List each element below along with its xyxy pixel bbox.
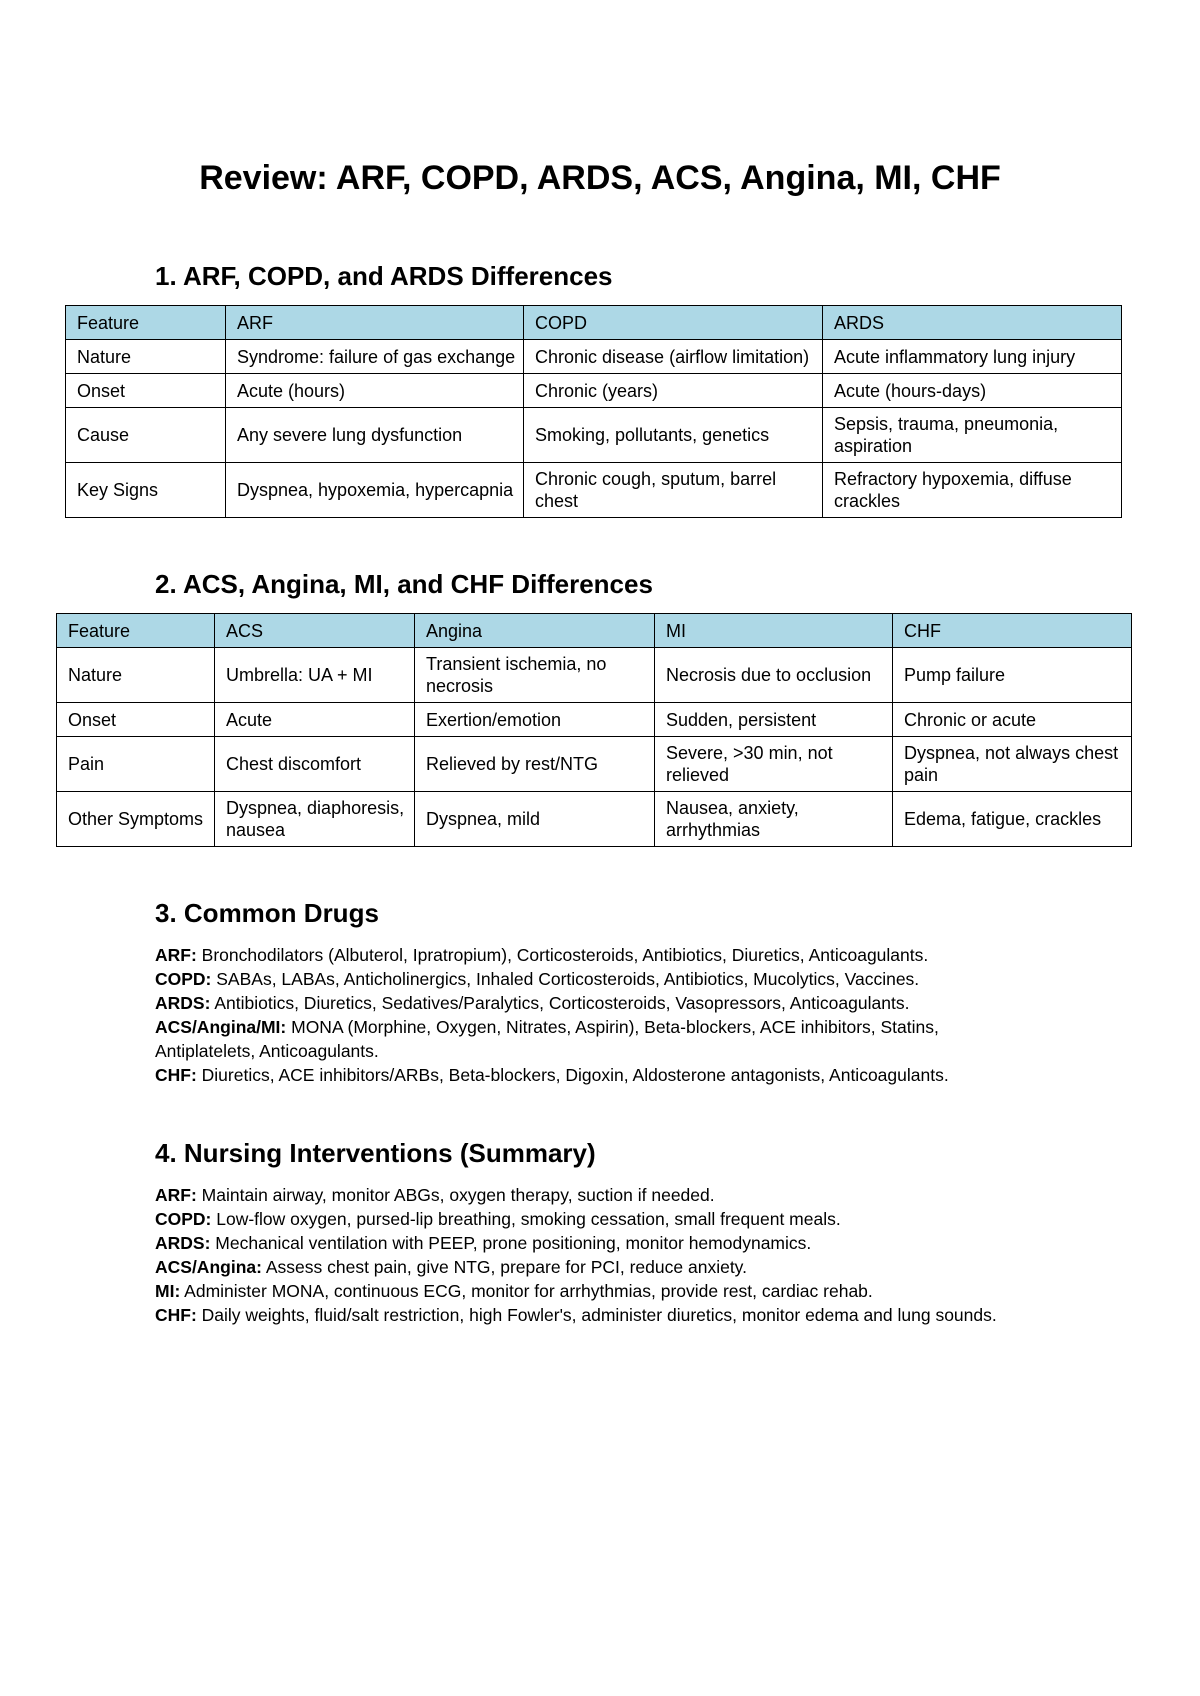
table-cell: Onset [65,373,226,408]
list-item: ARDS: Mechanical ventilation with PEEP, … [155,1231,1035,1255]
table-cell: Acute (hours-days) [822,373,1122,408]
table-cell: Necrosis due to occlusion [654,647,893,703]
item-text: Bronchodilators (Albuterol, Ipratropium)… [196,945,929,965]
column-header: ARDS [822,305,1122,340]
item-label: MI: [155,1281,181,1301]
item-label: COPD: [155,1209,212,1229]
item-text: Mechanical ventilation with PEEP, prone … [210,1233,812,1253]
list-item: COPD: Low-flow oxygen, pursed-lip breath… [155,1207,1035,1231]
column-header: CHF [892,613,1132,648]
list-item: MI: Administer MONA, continuous ECG, mon… [155,1279,1035,1303]
table-row: Other Symptoms Dyspnea, diaphoresis, naus… [56,791,1132,847]
list-item: CHF: Diuretics, ACE inhibitors/ARBs, Bet… [155,1063,1035,1087]
table-cell: Dyspnea, not always chest pain [892,736,1132,792]
column-header: Feature [65,305,226,340]
cardiac-comparison-table: Feature ACS Angina MI CHF Nature Umbrella: UA … [56,613,1132,847]
table-header-row: Feature ARF COPD ARDS [65,305,1122,340]
item-label: CHF: [155,1305,197,1325]
table-cell: Chronic (years) [523,373,823,408]
item-label: ARDS: [155,1233,211,1253]
table-cell: Nature [65,339,226,374]
table-cell: Dyspnea, mild [414,791,655,847]
resp-comparison-table: Feature ARF COPD ARDS Nature Syndrome: failur… [65,305,1122,518]
column-header: MI [654,613,893,648]
table-row: Pain Chest discomfort Relieved by rest/NTG… [56,736,1132,792]
section3-heading: 3. Common Drugs [155,898,379,928]
list-item: ARF: Maintain airway, monitor ABGs, oxyg… [155,1183,1035,1207]
list-item: CHF: Daily weights, fluid/salt restricti… [155,1303,1035,1327]
drugs-list: ARF: Bronchodilators (Albuterol, Ipratro… [155,943,1035,1087]
table-cell: Nausea, anxiety, arrhythmias [654,791,893,847]
table-cell: Refractory hypoxemia, diffuse crackles [822,462,1122,518]
table-cell: Severe, >30 min, not relieved [654,736,893,792]
table-cell: Any severe lung dysfunction [225,407,524,463]
item-text: Diuretics, ACE inhibitors/ARBs, Beta-blo… [196,1065,949,1085]
item-text: Administer MONA, continuous ECG, monitor… [180,1281,873,1301]
table-cell: Chronic disease (airflow limitation) [523,339,823,374]
list-item: ARDS: Antibiotics, Diuretics, Sedatives/… [155,991,1035,1015]
item-label: CHF: [155,1065,197,1085]
list-item: ARF: Bronchodilators (Albuterol, Ipratro… [155,943,1035,967]
table-cell: Sepsis, trauma, pneumonia, aspiration [822,407,1122,463]
table-cell: Pump failure [892,647,1132,703]
table-cell: Edema, fatigue, crackles [892,791,1132,847]
list-item: ACS/Angina: Assess chest pain, give NTG,… [155,1255,1035,1279]
table-cell: Chronic cough, sputum, barrel chest [523,462,823,518]
table-cell: Chronic or acute [892,702,1132,737]
table-cell: Dyspnea, diaphoresis, nausea [214,791,415,847]
item-text: Antibiotics, Diuretics, Sedatives/Paraly… [210,993,910,1013]
table-row: Onset Acute (hours) Chronic (years) Acute (… [65,373,1122,408]
table-cell: Other Symptoms [56,791,215,847]
item-text: Daily weights, fluid/salt restriction, h… [196,1305,997,1325]
table-cell: Exertion/emotion [414,702,655,737]
list-item: COPD: SABAs, LABAs, Anticholinergics, In… [155,967,1035,991]
table-cell: Sudden, persistent [654,702,893,737]
document-page: Review: ARF, COPD, ARDS, ACS, Angina, MI… [56,159,1132,1327]
section2-heading: 2. ACS, Angina, MI, and CHF Differences [155,569,653,599]
section1-heading: 1. ARF, COPD, and ARDS Differences [155,261,613,291]
item-label: ACS/Angina/MI: [155,1017,287,1037]
item-label: ARDS: [155,993,211,1013]
table-cell: Chest discomfort [214,736,415,792]
column-header: COPD [523,305,823,340]
table-cell: Acute (hours) [225,373,524,408]
column-header: Angina [414,613,655,648]
interventions-list: ARF: Maintain airway, monitor ABGs, oxyg… [155,1183,1035,1327]
table-cell: Smoking, pollutants, genetics [523,407,823,463]
item-text: Maintain airway, monitor ABGs, oxygen th… [196,1185,715,1205]
table-row: Nature Syndrome: failure of gas exchange C… [65,339,1122,374]
table-cell: Syndrome: failure of gas exchange [225,339,524,374]
item-label: ACS/Angina: [155,1257,262,1277]
item-text: MONA (Morphine, Oxygen, Nitrates, Aspiri… [155,1017,939,1061]
table-row: Key Signs Dyspnea, hypoxemia, hypercapnia… [65,462,1122,518]
item-text: Low-flow oxygen, pursed-lip breathing, s… [211,1209,841,1229]
table-cell: Key Signs [65,462,226,518]
column-header: ARF [225,305,524,340]
item-label: ARF: [155,945,197,965]
column-header: Feature [56,613,215,648]
table-cell: Acute inflammatory lung injury [822,339,1122,374]
table-header-row: Feature ACS Angina MI CHF [56,613,1132,648]
page-title: Review: ARF, COPD, ARDS, ACS, Angina, MI… [199,159,1001,197]
column-header: ACS [214,613,415,648]
table-cell: Onset [56,702,215,737]
item-text: Assess chest pain, give NTG, prepare for… [261,1257,747,1277]
table-cell: Dyspnea, hypoxemia, hypercapnia [225,462,524,518]
table-row: Onset Acute Exertion/emotion Sudden, persis… [56,702,1132,737]
item-label: COPD: [155,969,212,989]
section4-heading: 4. Nursing Interventions (Summary) [155,1138,596,1168]
table-cell: Nature [56,647,215,703]
table-row: Nature Umbrella: UA + MI Transient ischemi… [56,647,1132,703]
item-label: ARF: [155,1185,197,1205]
table-row: Cause Any severe lung dysfunction Smoking,… [65,407,1122,463]
table-cell: Transient ischemia, no necrosis [414,647,655,703]
table-cell: Relieved by rest/NTG [414,736,655,792]
item-text: SABAs, LABAs, Anticholinergics, Inhaled … [211,969,920,989]
table-cell: Acute [214,702,415,737]
table-cell: Umbrella: UA + MI [214,647,415,703]
table-cell: Cause [65,407,226,463]
table-cell: Pain [56,736,215,792]
list-item: ACS/Angina/MI: MONA (Morphine, Oxygen, N… [155,1015,1035,1063]
